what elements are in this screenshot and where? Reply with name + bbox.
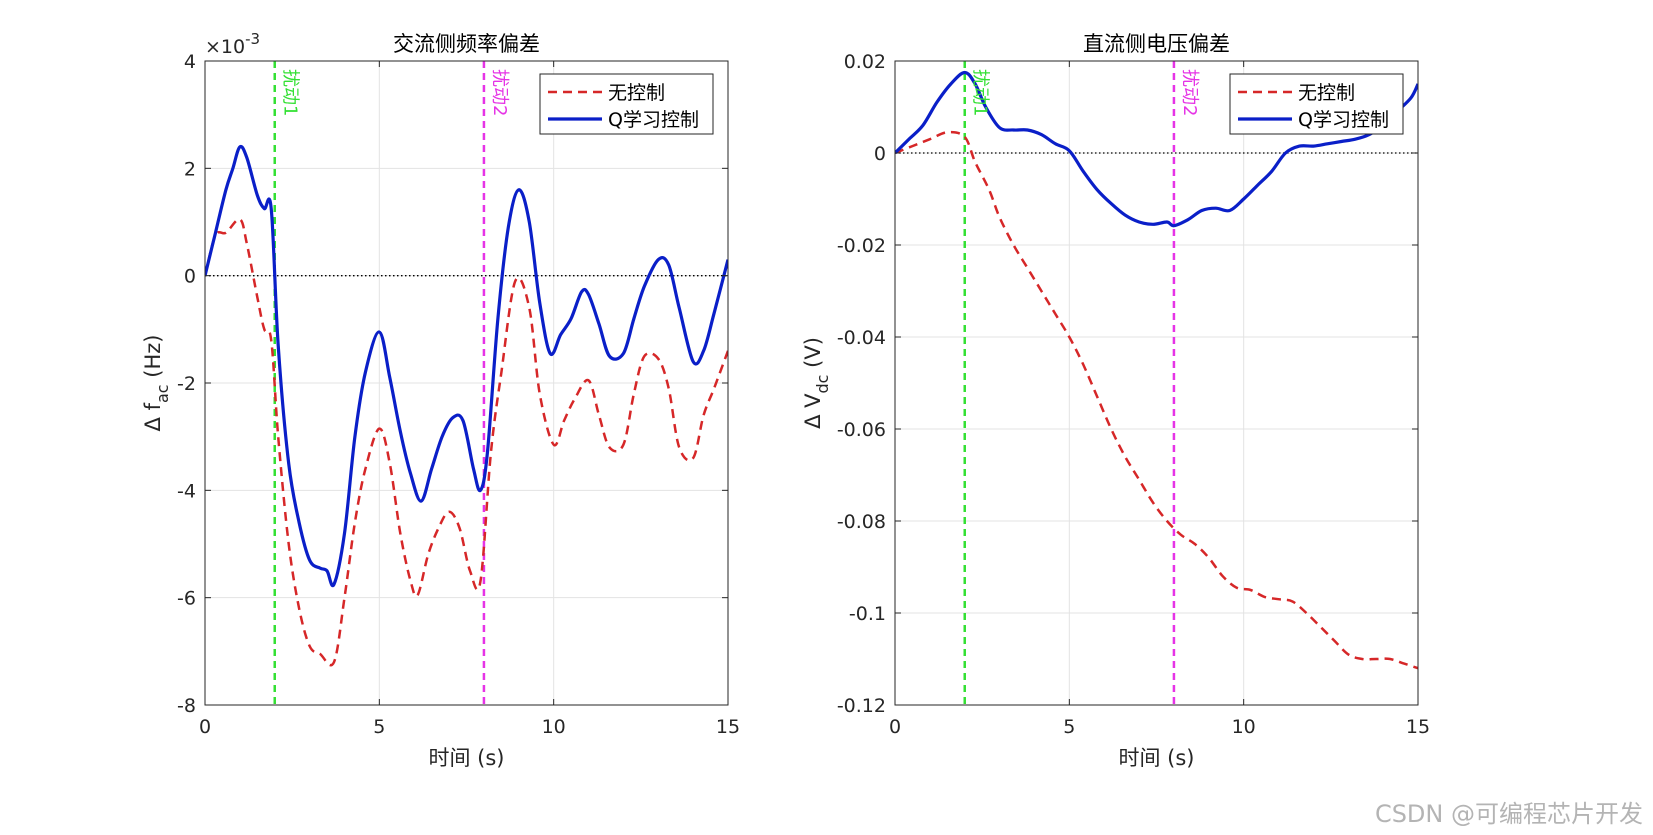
- y-tick-label: 0.02: [844, 51, 886, 73]
- x-tick-label: 15: [716, 716, 740, 738]
- series-line-2: [895, 70, 1418, 228]
- y-tick-label: -0.04: [837, 327, 886, 349]
- plot-content: [895, 61, 1418, 705]
- y-tick-label: -6: [177, 588, 196, 610]
- y-tick-label: 0: [874, 143, 886, 165]
- x-tick-label: 5: [1063, 716, 1075, 738]
- disturbance-label-1: 扰动1: [970, 69, 991, 116]
- legend-label-2: Q学习控制: [608, 109, 699, 131]
- y-tick-label: -0.1: [849, 603, 886, 625]
- y-tick-label: -0.06: [837, 419, 886, 441]
- legend: 无控制 Q学习控制: [539, 73, 714, 135]
- y-axis-label: Δ fac (Hz): [141, 335, 172, 432]
- axis-exponent: ×10-3: [205, 30, 260, 58]
- series-line-1: [895, 130, 1418, 670]
- chart-dc-voltage: 扰动1 扰动2 0 5 10 15 -0.12 -0.1 -0.08 -0.06 -0.04 -0.0…: [801, 32, 1430, 770]
- x-tick-label: 0: [199, 716, 211, 738]
- x-tick-label: 0: [889, 716, 901, 738]
- legend-label-1: 无控制: [1298, 82, 1355, 104]
- axes-box: [894, 60, 1419, 706]
- legend-box: [539, 73, 714, 135]
- legend-box: [1229, 73, 1404, 135]
- series-line-1: [205, 217, 728, 667]
- x-tick-label: 15: [1406, 716, 1430, 738]
- y-tick-label: -8: [177, 695, 196, 717]
- x-tick-label: 5: [373, 716, 385, 738]
- y-tick-label: -0.02: [837, 235, 886, 257]
- y-axis-label-subscript: dc: [813, 375, 832, 394]
- y-axis-label-main: Δ f: [141, 402, 165, 431]
- y-axis-label-unit: (V): [801, 337, 825, 374]
- y-axis-label-unit: (Hz): [141, 335, 165, 385]
- y-axis-label: Δ Vdc (V): [801, 337, 832, 429]
- y-axis-label-main: Δ V: [801, 393, 825, 429]
- y-tick-label: -2: [177, 373, 196, 395]
- series-line-2: [205, 144, 728, 588]
- x-tick-label: 10: [1232, 716, 1256, 738]
- y-tick-label: -0.08: [837, 511, 886, 533]
- y-tick-label: -0.12: [837, 695, 886, 717]
- y-tick-label: -4: [177, 480, 196, 502]
- plot-area: [895, 61, 1418, 705]
- y-tick-label: 0: [184, 266, 196, 288]
- legend: 无控制 Q学习控制: [1229, 73, 1404, 135]
- axis-exponent-base: ×10: [205, 36, 245, 58]
- disturbance-label-1: 扰动1: [280, 69, 301, 116]
- axis-exponent-power: -3: [245, 30, 260, 48]
- y-axis-label-subscript: ac: [153, 384, 172, 403]
- legend-label-1: 无控制: [608, 82, 665, 104]
- x-axis-label: 时间 (s): [1118, 746, 1194, 770]
- x-tick-label: 10: [542, 716, 566, 738]
- disturbance-label-2: 扰动2: [489, 69, 510, 116]
- chart-title: 交流侧频率偏差: [393, 32, 540, 56]
- y-tick-label: 2: [184, 158, 196, 180]
- disturbance-label-2: 扰动2: [1179, 69, 1200, 116]
- legend-label-2: Q学习控制: [1298, 109, 1389, 131]
- plot-content: [205, 61, 728, 705]
- chart-title: 直流侧电压偏差: [1083, 32, 1230, 56]
- x-axis-label: 时间 (s): [428, 746, 504, 770]
- watermark: CSDN @可编程芯片开发: [1375, 800, 1643, 828]
- y-tick-label: 4: [184, 51, 196, 73]
